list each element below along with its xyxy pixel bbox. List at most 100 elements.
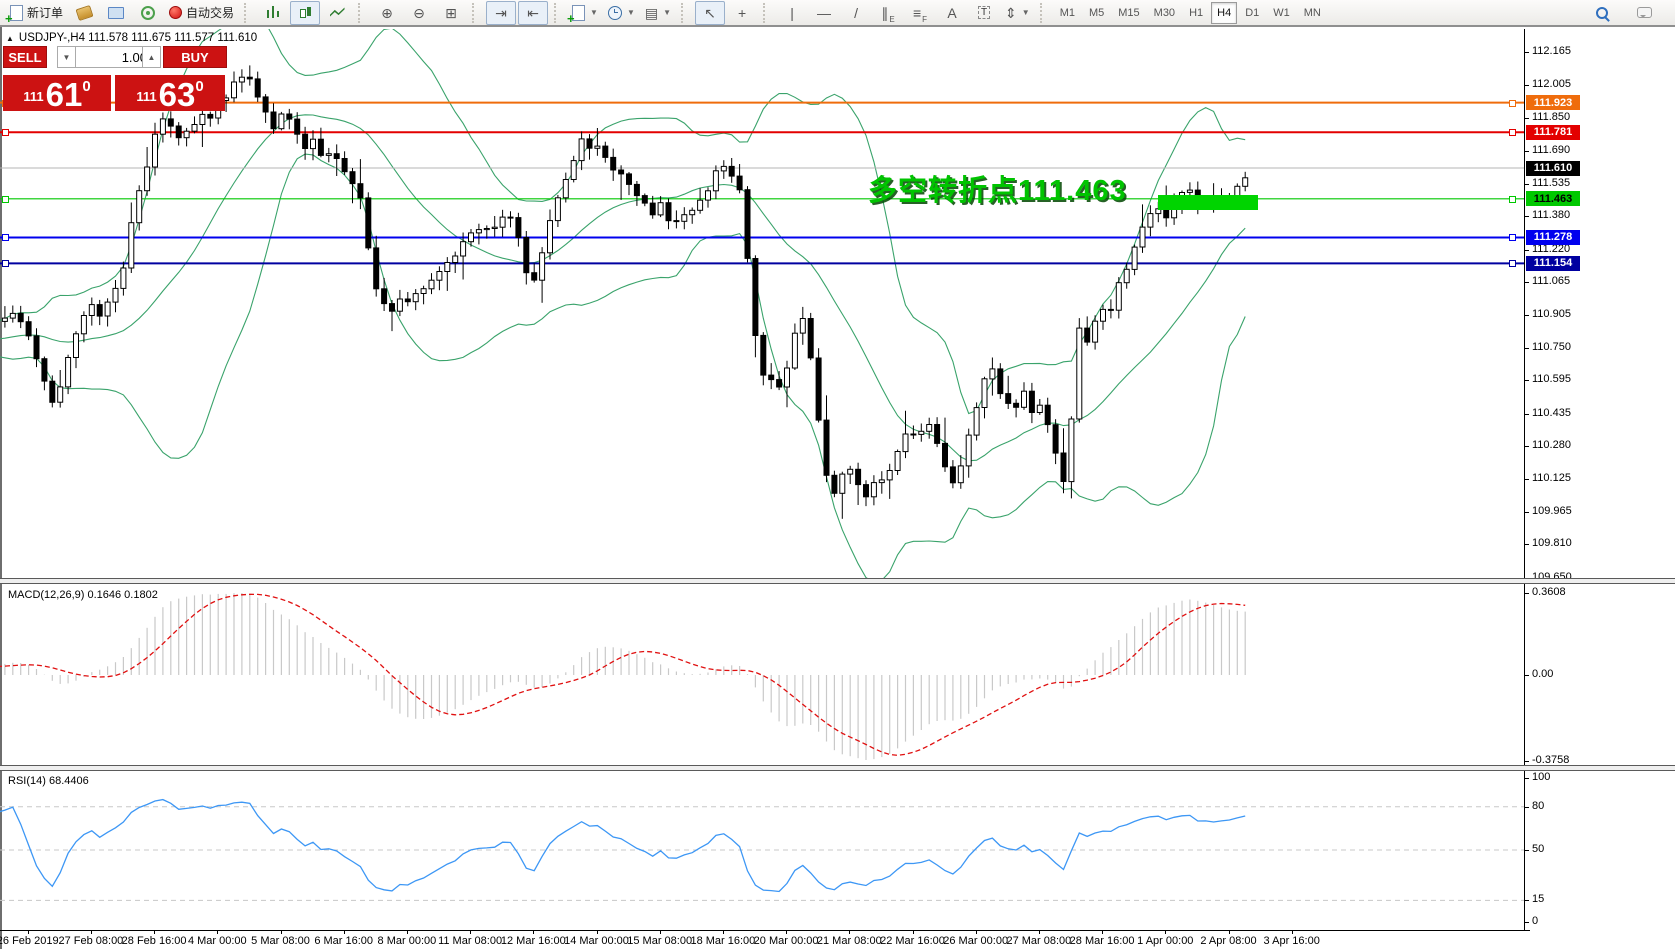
sell-button[interactable]: SELL xyxy=(3,46,47,68)
rsi-axis-label: 0 xyxy=(1532,915,1539,927)
indicators-icon xyxy=(567,4,586,26)
timeframe-m5-button[interactable]: M5 xyxy=(1088,6,1105,19)
tile-windows-icon: ⊞ xyxy=(445,4,457,21)
price-axis-tick xyxy=(1524,347,1529,349)
price-axis-label: 110.125 xyxy=(1532,471,1571,484)
auto-scroll-button[interactable]: ⇥ xyxy=(486,0,517,25)
experts-button[interactable] xyxy=(101,1,131,25)
timeframe-mn-button[interactable]: MN xyxy=(1303,6,1321,19)
signals-button[interactable] xyxy=(133,1,163,25)
channel-icon: ∥ xyxy=(881,4,889,21)
tile-windows-button[interactable]: ⊞ xyxy=(436,1,466,25)
pivot-annotation: 多空转折点111.463 xyxy=(868,175,1127,207)
channel-button[interactable]: ∥ E xyxy=(873,1,903,25)
timeframe-m15-button[interactable]: M15 xyxy=(1118,6,1140,19)
time-axis-tick xyxy=(1228,931,1230,934)
rsi-axis-label: 100 xyxy=(1532,771,1551,783)
zoom-out-button[interactable]: ⊖ xyxy=(404,1,434,25)
level-line-marker[interactable] xyxy=(2,129,9,137)
timeframe-w1-button[interactable]: W1 xyxy=(1273,6,1290,19)
timeframe-m30-button[interactable]: M30 xyxy=(1153,6,1176,19)
level-line-marker[interactable] xyxy=(1509,99,1516,107)
cursor-button[interactable]: ↖ xyxy=(695,0,726,25)
label-button[interactable]: T xyxy=(969,1,999,25)
time-axis-label: 12 Mar 16:00 xyxy=(500,935,566,947)
collapse-icon[interactable]: ▲ xyxy=(6,33,14,43)
new-order-button[interactable]: 新订单 xyxy=(5,1,67,26)
time-axis-label: 4 Mar 00:00 xyxy=(187,935,247,947)
level-line-marker[interactable] xyxy=(2,234,9,242)
rsi-splitter[interactable] xyxy=(0,765,1675,771)
rsi-panel[interactable] xyxy=(0,771,1675,930)
price-axis-label: 109.965 xyxy=(1532,504,1572,517)
timeframe-h4-button[interactable]: H4 xyxy=(1211,1,1238,24)
chart-shift-button[interactable]: ⇤ xyxy=(518,0,549,25)
line-chart-button[interactable] xyxy=(322,1,352,25)
price-axis-label: 110.905 xyxy=(1532,308,1571,321)
text-button[interactable]: A xyxy=(937,1,967,25)
toolbar-separator xyxy=(763,2,771,23)
volume-input[interactable] xyxy=(75,46,153,68)
price-axis-label: 111.850 xyxy=(1532,110,1571,123)
timeframe-m1-button[interactable]: M1 xyxy=(1059,6,1075,19)
timeframe-h1-button[interactable]: H1 xyxy=(1189,6,1204,19)
vertical-line-button[interactable]: | xyxy=(777,1,807,25)
price-axis-label: 110.595 xyxy=(1532,373,1571,386)
buy-button[interactable]: BUY xyxy=(163,46,227,68)
level-line-marker[interactable] xyxy=(1509,129,1516,137)
chat-button[interactable] xyxy=(1629,1,1659,25)
styles-button[interactable] xyxy=(69,1,99,25)
price-axis-label: 110.280 xyxy=(1532,439,1571,452)
templates-button[interactable]: ▤ ▼ xyxy=(641,1,675,25)
templates-icon: ▤ xyxy=(644,4,659,21)
level-line-marker[interactable] xyxy=(1509,260,1516,268)
fibonacci-button[interactable]: ≡ F xyxy=(905,1,935,25)
macd-splitter[interactable] xyxy=(0,578,1675,584)
volume-decrease-button[interactable]: ▼ xyxy=(57,46,76,68)
rsi-axis-label: 15 xyxy=(1532,893,1545,906)
price-level-badge: 111.463 xyxy=(1526,191,1580,207)
volume-increase-button[interactable]: ▲ xyxy=(142,46,161,68)
price-level-badge: 111.923 xyxy=(1526,95,1580,111)
zoom-in-button[interactable]: ⊕ xyxy=(372,1,402,25)
rsi-axis-tick xyxy=(1524,922,1529,923)
sell-price-box[interactable]: 111 61 0 xyxy=(3,75,111,111)
price-axis-tick xyxy=(1524,85,1529,87)
price-axis-label: 111.690 xyxy=(1532,144,1571,157)
trendline-button[interactable]: / xyxy=(841,1,871,25)
bar-chart-button[interactable] xyxy=(258,1,288,25)
arrows-button[interactable]: ⇕ ▼ xyxy=(1001,1,1034,25)
level-line-marker[interactable] xyxy=(2,195,9,203)
periods-button[interactable]: ▼ xyxy=(604,1,639,25)
price-axis-tick xyxy=(1524,446,1529,448)
price-axis-label: 111.535 xyxy=(1532,176,1571,189)
macd-panel[interactable] xyxy=(0,584,1675,764)
time-axis-tick xyxy=(1102,931,1104,934)
buy-price-box[interactable]: 111 63 0 xyxy=(115,75,225,111)
price-axis-label: 109.810 xyxy=(1532,537,1572,550)
price-axis-tick xyxy=(1524,282,1529,283)
horizontal-line-button[interactable]: — xyxy=(809,1,839,25)
price-axis-tick xyxy=(1524,380,1529,382)
rsi-axis-tick xyxy=(1524,778,1529,779)
candlestick-chart-button[interactable] xyxy=(290,0,321,25)
search-button[interactable] xyxy=(1587,1,1617,25)
time-axis-tick xyxy=(975,931,977,934)
price-axis-tick xyxy=(1524,544,1529,546)
sell-price-figure: 111 xyxy=(23,89,44,104)
level-line-marker[interactable] xyxy=(1509,234,1516,242)
auto-trading-icon xyxy=(169,6,183,19)
auto-trading-button[interactable]: 自动交易 xyxy=(165,1,238,25)
chart-title-bar: ▲ USDJPY-,H4 111.578 111.675 111.577 111… xyxy=(6,32,257,44)
timeframe-d1-button[interactable]: D1 xyxy=(1245,6,1260,19)
candlestick-chart-icon xyxy=(298,5,313,20)
time-axis-label: 26 Feb 2019 xyxy=(0,935,59,947)
time-axis-label: 22 Mar 16:00 xyxy=(880,935,945,947)
level-line-marker[interactable] xyxy=(1509,195,1516,203)
price-chart[interactable] xyxy=(0,29,1675,578)
crosshair-button[interactable]: + xyxy=(727,1,757,25)
level-line-marker[interactable] xyxy=(2,260,9,268)
indicators-button[interactable]: ▼ xyxy=(567,1,602,26)
chevron-down-icon: ▼ xyxy=(1021,8,1030,17)
bid-price-badge: 111.610 xyxy=(1526,160,1580,176)
